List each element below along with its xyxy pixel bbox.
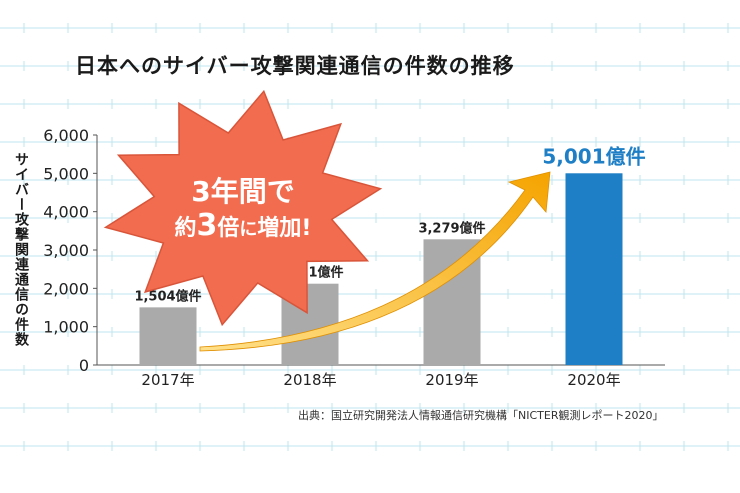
x-tick-label: 2018年: [283, 371, 336, 389]
x-tick-label: 2020年: [567, 371, 620, 389]
x-tick-label: 2017年: [141, 371, 194, 389]
callout-text: 3年間で 約3倍に増加!: [138, 175, 348, 247]
callout-increase: 増加!: [257, 216, 312, 241]
data-label: 3,279億件: [418, 220, 485, 236]
y-tick-label: 2,000: [43, 279, 89, 298]
callout-line-2: 約3倍に増加!: [138, 209, 348, 247]
data-label: 5,001億件: [542, 144, 645, 168]
y-tick-label: 0: [79, 356, 89, 375]
y-tick-label: 6,000: [43, 126, 89, 145]
data-label: 1,504億件: [134, 288, 201, 304]
y-tick-label: 1,000: [43, 318, 89, 337]
callout-number: 3: [196, 208, 218, 243]
chart-title: 日本へのサイバー攻撃関連通信の件数の推移: [75, 54, 515, 78]
x-tick-label: 2019年: [425, 371, 478, 389]
callout-times: 倍: [217, 216, 240, 241]
y-tick-label: 3,000: [43, 241, 89, 260]
source-note: 出典：国立研究開発法人情報通信研究機構「NICTER観測レポート2020」: [298, 409, 664, 422]
callout-line-1: 3年間で: [191, 175, 295, 208]
y-axis-label: サイバー攻撃関連通信の件数: [13, 152, 29, 347]
callout-particle: に: [239, 219, 258, 240]
starburst-callout: [103, 89, 383, 327]
callout-approx: 約: [174, 216, 197, 241]
bar: [565, 173, 623, 365]
y-tick-label: 5,000: [43, 164, 89, 183]
growth-arrow: [199, 171, 551, 352]
bar: [139, 307, 197, 365]
y-tick-label: 4,000: [43, 203, 89, 222]
